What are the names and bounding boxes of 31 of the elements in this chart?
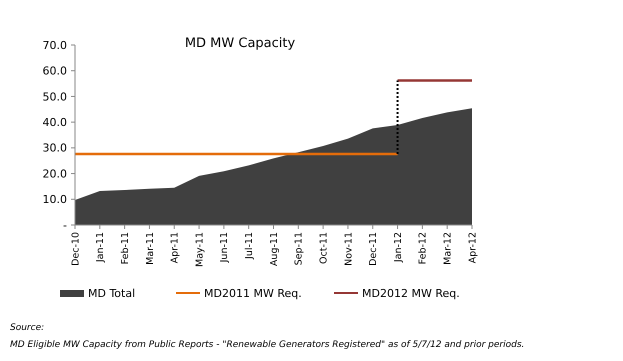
x-tick-label: Feb-11 <box>120 232 131 264</box>
x-tick-label: Jul-11 <box>244 232 256 260</box>
x-tick-label: Mar-12 <box>442 232 454 265</box>
y-tick-label: 70.0 <box>42 38 67 52</box>
x-tick-label: Apr-11 <box>170 232 181 264</box>
x-tick-label: Nov-11 <box>343 232 354 266</box>
x-tick-label: Mar-11 <box>144 232 156 265</box>
x-tick-label: Dec-11 <box>368 232 380 266</box>
x-tick-label: Apr-12 <box>467 232 478 264</box>
x-tick-label: Feb-12 <box>418 232 429 264</box>
y-tick-label: - <box>63 218 68 232</box>
y-tick-label: 50.0 <box>42 90 67 104</box>
legend-label: MD Total <box>88 286 136 300</box>
y-tick-label: 40.0 <box>42 116 67 129</box>
x-tick-label: Aug-11 <box>268 232 280 266</box>
legend-label: MD2012 MW Req. <box>362 286 460 300</box>
y-tick-label: 30.0 <box>42 142 67 155</box>
legend-label: MD2011 MW Req. <box>204 286 302 300</box>
x-tick-label: Jun-11 <box>219 232 230 264</box>
x-tick-label: Jan-12 <box>392 232 404 264</box>
x-tick-label: May-11 <box>194 232 206 267</box>
y-tick-label: 10.0 <box>42 193 67 206</box>
x-tick-label: Sep-11 <box>294 232 305 266</box>
source-note: Source: <box>10 323 44 333</box>
text: MD Eligible MW Capacity from Public Reports - "Renewable Generators Registered" as of 5/7/12 and prior periods. <box>10 340 524 350</box>
x-tick-label: Oct-11 <box>318 232 330 264</box>
x-tick-label: Dec-10 <box>70 232 82 266</box>
y-tick-label: 20.0 <box>42 167 67 180</box>
chart-title: MD MW Capacity <box>184 36 296 51</box>
y-tick-label: 60.0 <box>42 64 67 78</box>
x-tick-label: Jan-11 <box>95 232 106 264</box>
